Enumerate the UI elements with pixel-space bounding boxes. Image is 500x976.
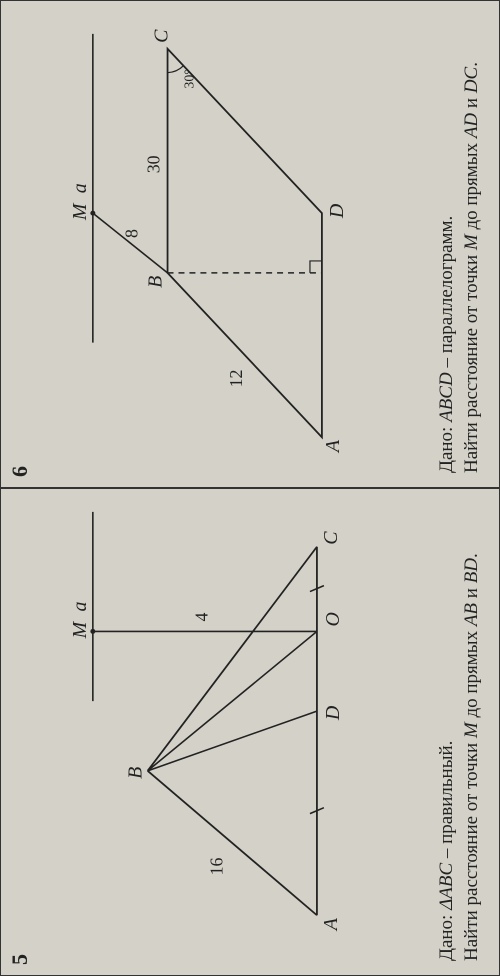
given-desc: – параллелограмм.	[436, 216, 457, 373]
label-a: a	[69, 183, 91, 193]
label-8: 8	[122, 229, 142, 238]
label-16: 16	[206, 857, 226, 875]
label-30deg: 30°	[182, 69, 197, 89]
find-mid: до прямых	[461, 138, 482, 234]
find-point: M	[461, 234, 482, 250]
find-and: и	[461, 93, 482, 113]
label-D: D	[326, 203, 348, 219]
label-B: B	[145, 276, 167, 288]
label-M: M	[69, 202, 91, 221]
find-mid: до прямых	[461, 626, 482, 722]
find-line1: AB	[461, 603, 482, 626]
find-and: и	[461, 583, 482, 603]
find-line2: BD	[461, 558, 482, 583]
find-line2: DC	[461, 67, 482, 93]
label-A: A	[322, 439, 344, 454]
label-a: a	[69, 601, 91, 611]
given-entity: ΔABC	[436, 863, 457, 910]
find-prefix: Найти расстояние от точки	[461, 738, 482, 961]
given-prefix: Дано:	[436, 422, 457, 473]
figure-5: a M 4 A B	[1, 489, 424, 975]
find-point: M	[461, 722, 482, 738]
label-B: B	[125, 767, 147, 779]
label-M: M	[69, 620, 91, 639]
label-4: 4	[191, 612, 211, 621]
label-12: 12	[226, 370, 246, 388]
label-30: 30	[144, 155, 164, 173]
find-line1: AD	[461, 113, 482, 138]
figure-6: a M A B C	[1, 1, 424, 487]
given-prefix: Дано:	[436, 910, 457, 961]
caption-6: Дано: ABCD – параллелограмм. Найти расст…	[424, 1, 499, 487]
problem-5: 5 a M 4	[0, 488, 500, 976]
label-C: C	[320, 531, 342, 545]
caption-5: Дано: ΔABC – правильный. Найти расстояни…	[424, 489, 499, 975]
find-prefix: Найти расстояние от точки	[461, 250, 482, 473]
label-C: C	[151, 29, 173, 43]
label-D: D	[322, 705, 344, 721]
problem-6: 6 a M	[0, 0, 500, 488]
diagram-6: a M A B C	[1, 1, 424, 487]
diagram-5: a M 4 A B	[1, 489, 424, 975]
find-end: .	[461, 553, 482, 558]
label-A: A	[320, 917, 342, 932]
find-end: .	[461, 62, 482, 67]
label-O: O	[322, 612, 344, 626]
given-desc: – правильный.	[436, 741, 457, 863]
given-entity: ABCD	[436, 372, 457, 422]
